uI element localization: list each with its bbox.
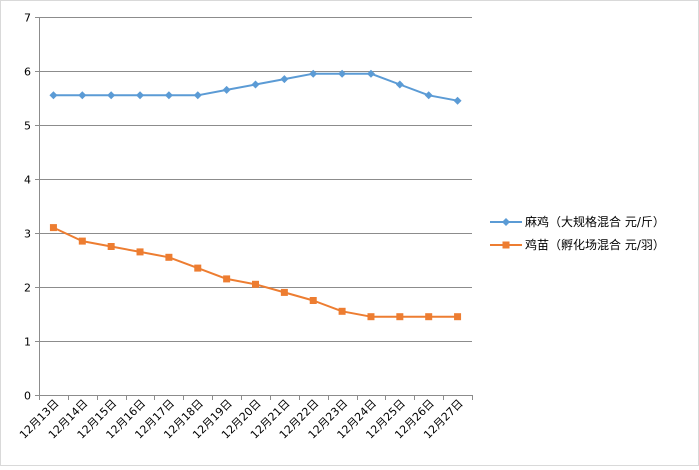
data-point-diamond (78, 91, 87, 100)
legend-label-series-1: 麻鸡（大规格混合 元/斤） (525, 215, 665, 229)
data-point-diamond (107, 91, 116, 100)
data-point-diamond (49, 91, 58, 100)
data-point-diamond (338, 69, 347, 78)
data-point-diamond (453, 96, 462, 105)
legend-label-series-2: 鸡苗（孵化场混合 元/羽） (525, 238, 665, 252)
data-point-diamond (136, 91, 145, 100)
legend: 麻鸡（大规格混合 元/斤） 鸡苗（孵化场混合 元/羽） (490, 210, 695, 256)
data-point-diamond (222, 85, 231, 94)
data-point-diamond (164, 91, 173, 100)
data-point-square (107, 243, 115, 250)
data-point-diamond (366, 69, 375, 78)
y-tick-label: 2 (24, 282, 31, 295)
series-layer (49, 69, 462, 321)
data-point-square (252, 280, 259, 288)
axes (35, 17, 473, 400)
data-point-square (396, 313, 404, 321)
data-point-square (194, 264, 202, 272)
y-tick-label: 4 (24, 174, 31, 187)
legend-item-series-1: 麻鸡（大规格混合 元/斤） (490, 210, 695, 233)
data-point-square (367, 313, 375, 321)
data-point-square (136, 248, 144, 256)
data-point-square (78, 237, 86, 245)
data-point-square (454, 313, 462, 321)
data-point-square (280, 288, 288, 296)
data-point-square (338, 307, 346, 315)
legend-item-series-2: 鸡苗（孵化场混合 元/羽） (490, 233, 695, 256)
data-point-diamond (280, 75, 289, 84)
y-tick-labels: 0 1 2 3 4 5 6 7 (24, 12, 31, 403)
y-tick-label: 5 (24, 120, 31, 133)
y-tick-label: 6 (24, 66, 31, 79)
y-tick-label: 0 (24, 390, 31, 403)
data-point-diamond (309, 69, 318, 78)
data-point-square (425, 313, 433, 321)
gridlines (39, 17, 472, 342)
data-point-square (309, 297, 317, 304)
legend-marker-diamond (490, 217, 522, 226)
y-tick-label: 3 (24, 228, 31, 241)
data-point-diamond (395, 80, 404, 89)
data-point-diamond (193, 91, 202, 100)
data-point-square (165, 253, 173, 261)
data-point-diamond (424, 91, 433, 100)
y-tick-label: 7 (24, 12, 31, 25)
y-tick-label: 1 (24, 336, 31, 349)
legend-marker-square (490, 241, 522, 248)
data-point-square (49, 224, 57, 232)
data-point-diamond (251, 80, 260, 89)
data-point-square (223, 275, 231, 283)
